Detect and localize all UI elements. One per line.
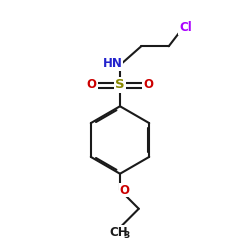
- Text: CH: CH: [110, 226, 128, 238]
- Text: 3: 3: [123, 231, 130, 240]
- Text: O: O: [120, 184, 130, 196]
- Text: HN: HN: [102, 57, 122, 70]
- Text: S: S: [115, 78, 125, 92]
- Text: Cl: Cl: [180, 21, 192, 34]
- Text: O: O: [87, 78, 97, 92]
- Text: O: O: [143, 78, 153, 92]
